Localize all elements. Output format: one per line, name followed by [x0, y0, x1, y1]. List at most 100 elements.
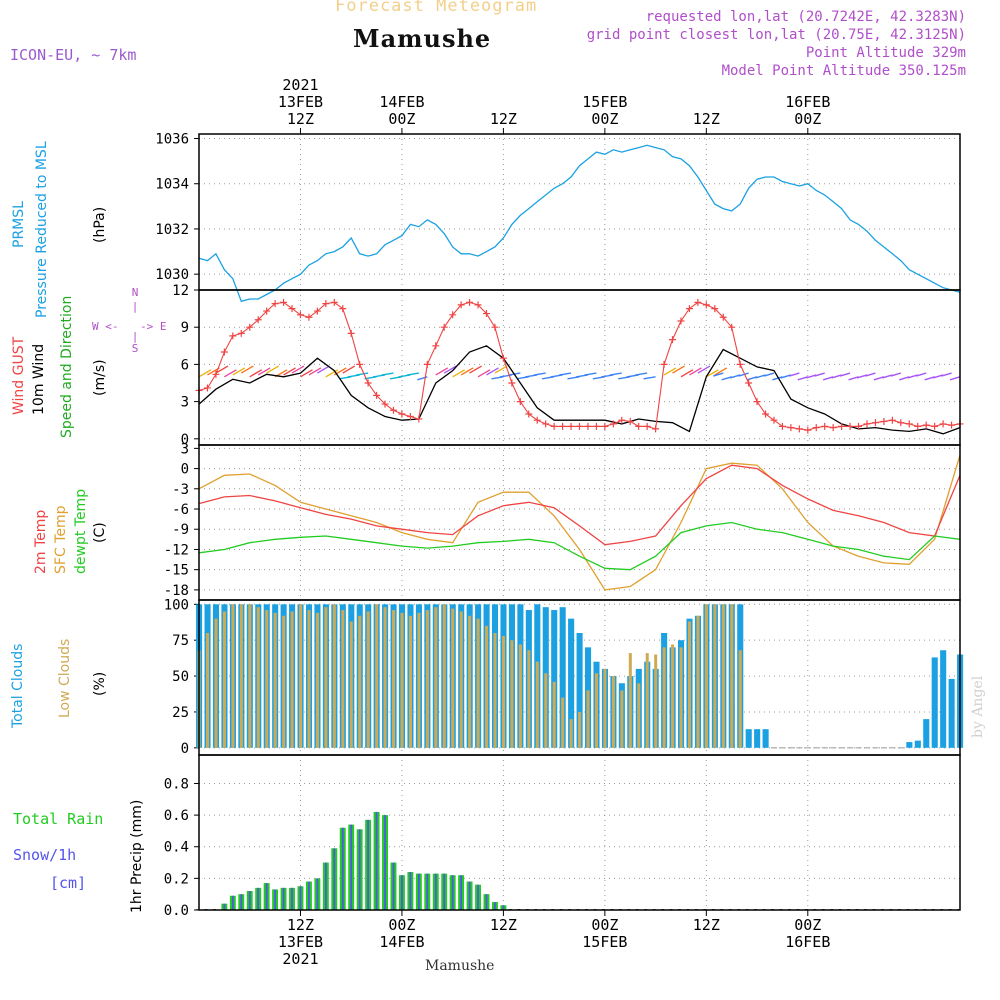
wind-direction-arrow — [215, 365, 229, 374]
wind-gust-marker — [804, 426, 812, 434]
top-time-label: 13FEB — [278, 93, 323, 111]
wind-gust-marker — [871, 419, 879, 427]
low-cloud-bar — [468, 615, 472, 748]
wind-gust-marker — [246, 323, 254, 331]
low-cloud-bar — [299, 604, 303, 748]
wind-gust-marker — [685, 305, 693, 313]
snow-bar — [477, 884, 479, 910]
wind-gust-marker — [669, 336, 677, 344]
y-tick-label: 0.0 — [164, 903, 189, 919]
snow-bar — [358, 829, 361, 910]
y-tick-label: 0.4 — [164, 840, 189, 856]
low-cloud-bar — [594, 673, 599, 748]
wind-direction-arrow — [257, 367, 271, 376]
bottom-time-label: 13FEB — [278, 933, 323, 951]
wind-gust-marker — [855, 422, 863, 430]
snow-bar — [494, 902, 496, 910]
model-altitude: Model Point Altitude 350.125m — [721, 63, 966, 79]
compass-glyph: S — [132, 342, 139, 355]
panel-frame — [198, 289, 961, 446]
wind-direction-arrow — [291, 365, 305, 374]
wind-gust-marker — [905, 420, 913, 428]
wind-direction-arrow — [406, 372, 419, 376]
bottom-time-label: 12Z — [490, 916, 517, 934]
dewpt-line — [198, 521, 961, 571]
wind-gust-marker — [812, 424, 820, 432]
wind-direction-arrow — [266, 365, 279, 374]
low-cloud-bar — [620, 690, 624, 748]
total-cloud-bar — [931, 657, 938, 748]
total-cloud-bar — [551, 610, 558, 748]
wind-gust-marker — [829, 424, 837, 432]
total-cloud-bar — [745, 729, 752, 748]
low-cloud-bar — [510, 640, 514, 748]
wind-direction-arrow — [300, 369, 313, 378]
wind-gust-marker — [626, 417, 634, 425]
low-cloud-bar — [628, 653, 632, 748]
top-time-label: 15FEB — [582, 93, 627, 111]
low-cloud-bar — [366, 611, 370, 748]
wind-speed-line — [198, 345, 961, 435]
wind-direction-arrow — [308, 367, 322, 376]
wind-direction-arrow — [672, 365, 685, 374]
wind-gust-marker — [787, 424, 795, 432]
low-cloud-bar — [417, 612, 421, 748]
snow-bar — [502, 905, 505, 910]
wind-direction-arrow — [890, 372, 902, 377]
low-cloud-bar — [273, 612, 277, 748]
wind-direction-arrow — [713, 372, 724, 377]
wind-gust-marker — [931, 422, 939, 430]
compass-west: W <- — [92, 320, 119, 333]
wind-direction-arrow — [240, 365, 254, 374]
total-cloud-bar — [754, 729, 761, 748]
wind-gust-marker — [559, 422, 567, 430]
y-tick-label: 1030 — [155, 267, 189, 283]
wind-gust-marker — [635, 422, 643, 430]
wind-direction-arrow — [763, 372, 775, 377]
low-cloud-bar — [459, 611, 463, 748]
wind-gust-marker — [778, 422, 786, 430]
low-cloud-bar — [611, 676, 615, 748]
snow-bar — [468, 881, 471, 910]
y-tick-label: -18 — [164, 583, 189, 599]
low-cloud-bar — [400, 612, 404, 748]
y-tick-label: -9 — [172, 522, 189, 538]
wind-direction-arrow — [738, 372, 749, 377]
wind-direction-arrow — [609, 372, 622, 376]
wind-gust-marker — [694, 298, 702, 306]
wind-gust-marker — [643, 422, 651, 430]
low-cloud-bar — [332, 604, 336, 748]
low-cloud-bar — [527, 650, 531, 748]
wind-gust-marker — [516, 398, 524, 406]
wind-direction-arrow — [814, 372, 825, 377]
wind-gust-marker — [838, 422, 846, 430]
wind-direction-arrow — [325, 369, 339, 378]
panel-frame — [198, 754, 961, 911]
snow-bar — [341, 827, 344, 910]
top-time-label: 12Z — [693, 110, 720, 128]
wind-gust-marker — [339, 305, 347, 313]
wind-gust-marker — [922, 421, 930, 429]
y-tick-label: -12 — [164, 542, 189, 558]
wind-direction-arrow — [705, 369, 719, 378]
low-cloud-bar — [696, 615, 700, 748]
y-tick-label: 0 — [181, 432, 189, 448]
wind-direction-arrow — [283, 367, 296, 376]
wind-direction-arrow — [443, 365, 457, 374]
y-tick-label: -3 — [172, 482, 189, 498]
low-cloud-bar — [544, 673, 548, 748]
footer-location: Mamushe — [425, 958, 495, 974]
wind-gust-marker — [711, 305, 719, 313]
low-cloud-bar — [569, 719, 573, 748]
model-label: ICON-EU, ~ 7km — [10, 46, 137, 64]
low-cloud-bar — [535, 661, 539, 748]
low-cloud-bar — [603, 668, 607, 748]
point-altitude: Point Altitude 329m — [805, 45, 966, 61]
wind-gust-marker — [880, 417, 888, 425]
wind-gust-marker — [795, 425, 803, 433]
low-cloud-bar — [434, 607, 438, 748]
low-cloud-bar — [442, 604, 446, 748]
low-cloud-bar — [671, 644, 675, 748]
y-tick-label: -6 — [172, 502, 189, 518]
snow-bar — [282, 887, 285, 910]
